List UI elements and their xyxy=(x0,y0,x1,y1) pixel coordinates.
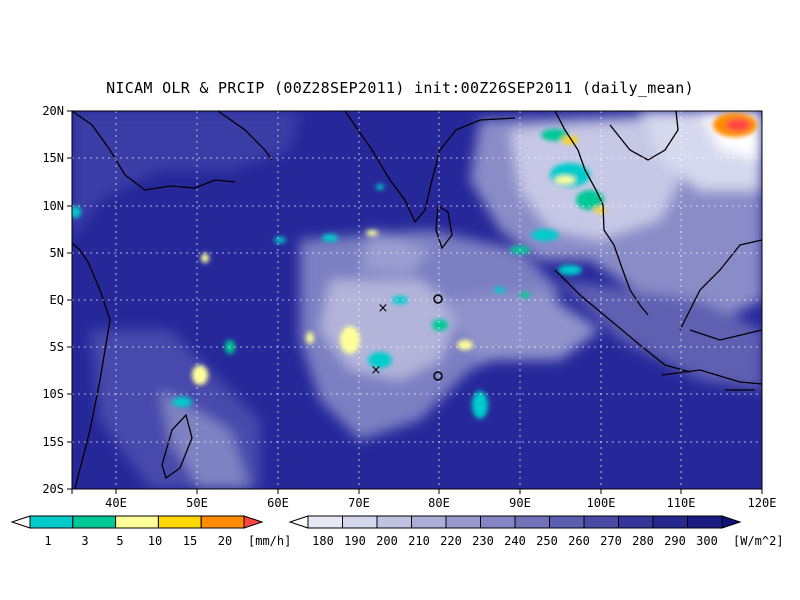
olr-cb-swatch xyxy=(583,515,619,529)
o-marker xyxy=(433,371,443,381)
lat-tick-label: 20N xyxy=(42,104,64,118)
lon-tick-label: 120E xyxy=(748,496,777,510)
o-marker xyxy=(433,294,443,304)
olr-cb-label: 230 xyxy=(472,534,494,548)
olr-colorbar-labels: 180 190 200 210 220 230 240 250 260 270 … xyxy=(312,534,783,548)
precip-cb-label: 3 xyxy=(81,534,88,548)
lat-tick-label: 5S xyxy=(50,340,64,354)
lat-tick-label: 10S xyxy=(42,387,64,401)
precip-cb-label: 20 xyxy=(218,534,232,548)
lat-tick-label: 15N xyxy=(42,151,64,165)
olr-cb-label: 200 xyxy=(376,534,398,548)
olr-cb-label: 290 xyxy=(664,534,686,548)
precip-colorbar-labels: 1 3 5 10 15 20 [mm/h] xyxy=(44,534,291,548)
lat-tick-label: 10N xyxy=(42,199,64,213)
olr-cb-swatch xyxy=(652,515,688,529)
olr-cb-swatch xyxy=(376,515,412,529)
precip-field xyxy=(72,113,757,419)
precip-cb-label: 1 xyxy=(44,534,51,548)
x-marker: × xyxy=(378,301,389,316)
olr-cb-swatch xyxy=(618,515,654,529)
olr-colorbar xyxy=(288,515,742,529)
lon-tick-label: 70E xyxy=(348,496,370,510)
precip-cb-swatch xyxy=(200,515,245,529)
lon-tick-label: 80E xyxy=(428,496,450,510)
precip-colorbar xyxy=(10,515,264,529)
olr-cb-swatch xyxy=(514,515,550,529)
olr-cb-swatch xyxy=(445,515,481,529)
olr-cb-label: 260 xyxy=(568,534,590,548)
precip-cb-swatch xyxy=(157,515,202,529)
lat-labels: 20N 15N 10N 5N EQ 5S 10S 15S 20S xyxy=(42,104,64,496)
map-title: NICAM OLR & PRCIP (00Z28SEP2011) init:00… xyxy=(106,79,694,97)
olr-cb-label: 280 xyxy=(632,534,654,548)
precip-cb-swatch xyxy=(72,515,117,529)
olr-cb-swatch xyxy=(307,515,343,529)
precip-cb-unit: [mm/h] xyxy=(248,534,291,548)
olr-field xyxy=(72,111,762,489)
precip-cb-swatch xyxy=(29,515,74,529)
precip-cb-under-arrow xyxy=(10,515,31,529)
olr-cb-label: 250 xyxy=(536,534,558,548)
axis-ticks xyxy=(67,110,763,494)
lat-tick-label: EQ xyxy=(50,293,64,307)
x-marker: × xyxy=(371,363,382,378)
olr-cb-swatch xyxy=(687,515,723,529)
lon-tick-label: 100E xyxy=(587,496,616,510)
olr-cb-unit: [W/m^2] xyxy=(733,534,784,548)
precip-cb-over-arrow xyxy=(243,515,264,529)
lat-tick-label: 5N xyxy=(50,246,64,260)
olr-cb-swatch xyxy=(549,515,585,529)
gridlines xyxy=(72,111,762,489)
precip-cb-swatch xyxy=(115,515,159,529)
lat-tick-label: 20S xyxy=(42,482,64,496)
precip-cb-label: 10 xyxy=(148,534,162,548)
markers: × × xyxy=(371,294,443,381)
precip-cb-label: 15 xyxy=(183,534,197,548)
lat-tick-label: 15S xyxy=(42,435,64,449)
coastlines xyxy=(72,111,762,489)
olr-cb-under-arrow xyxy=(288,515,309,529)
olr-cb-swatch xyxy=(480,515,516,529)
lon-tick-label: 50E xyxy=(186,496,208,510)
lon-tick-label: 90E xyxy=(509,496,531,510)
olr-cb-label: 270 xyxy=(600,534,622,548)
lon-tick-label: 110E xyxy=(667,496,696,510)
lon-tick-label: 40E xyxy=(105,496,127,510)
olr-cb-label: 180 xyxy=(312,534,334,548)
olr-cb-over-arrow xyxy=(721,515,742,529)
olr-cb-swatch xyxy=(411,515,447,529)
olr-cb-label: 240 xyxy=(504,534,526,548)
lon-labels: 40E 50E 60E 70E 80E 90E 100E 110E 120E xyxy=(105,496,776,510)
olr-cb-label: 300 xyxy=(696,534,718,548)
olr-cb-swatch xyxy=(342,515,378,529)
olr-cb-label: 190 xyxy=(344,534,366,548)
olr-cb-label: 220 xyxy=(440,534,462,548)
precip-cb-label: 5 xyxy=(116,534,123,548)
olr-cb-label: 210 xyxy=(408,534,430,548)
lon-tick-label: 60E xyxy=(267,496,289,510)
